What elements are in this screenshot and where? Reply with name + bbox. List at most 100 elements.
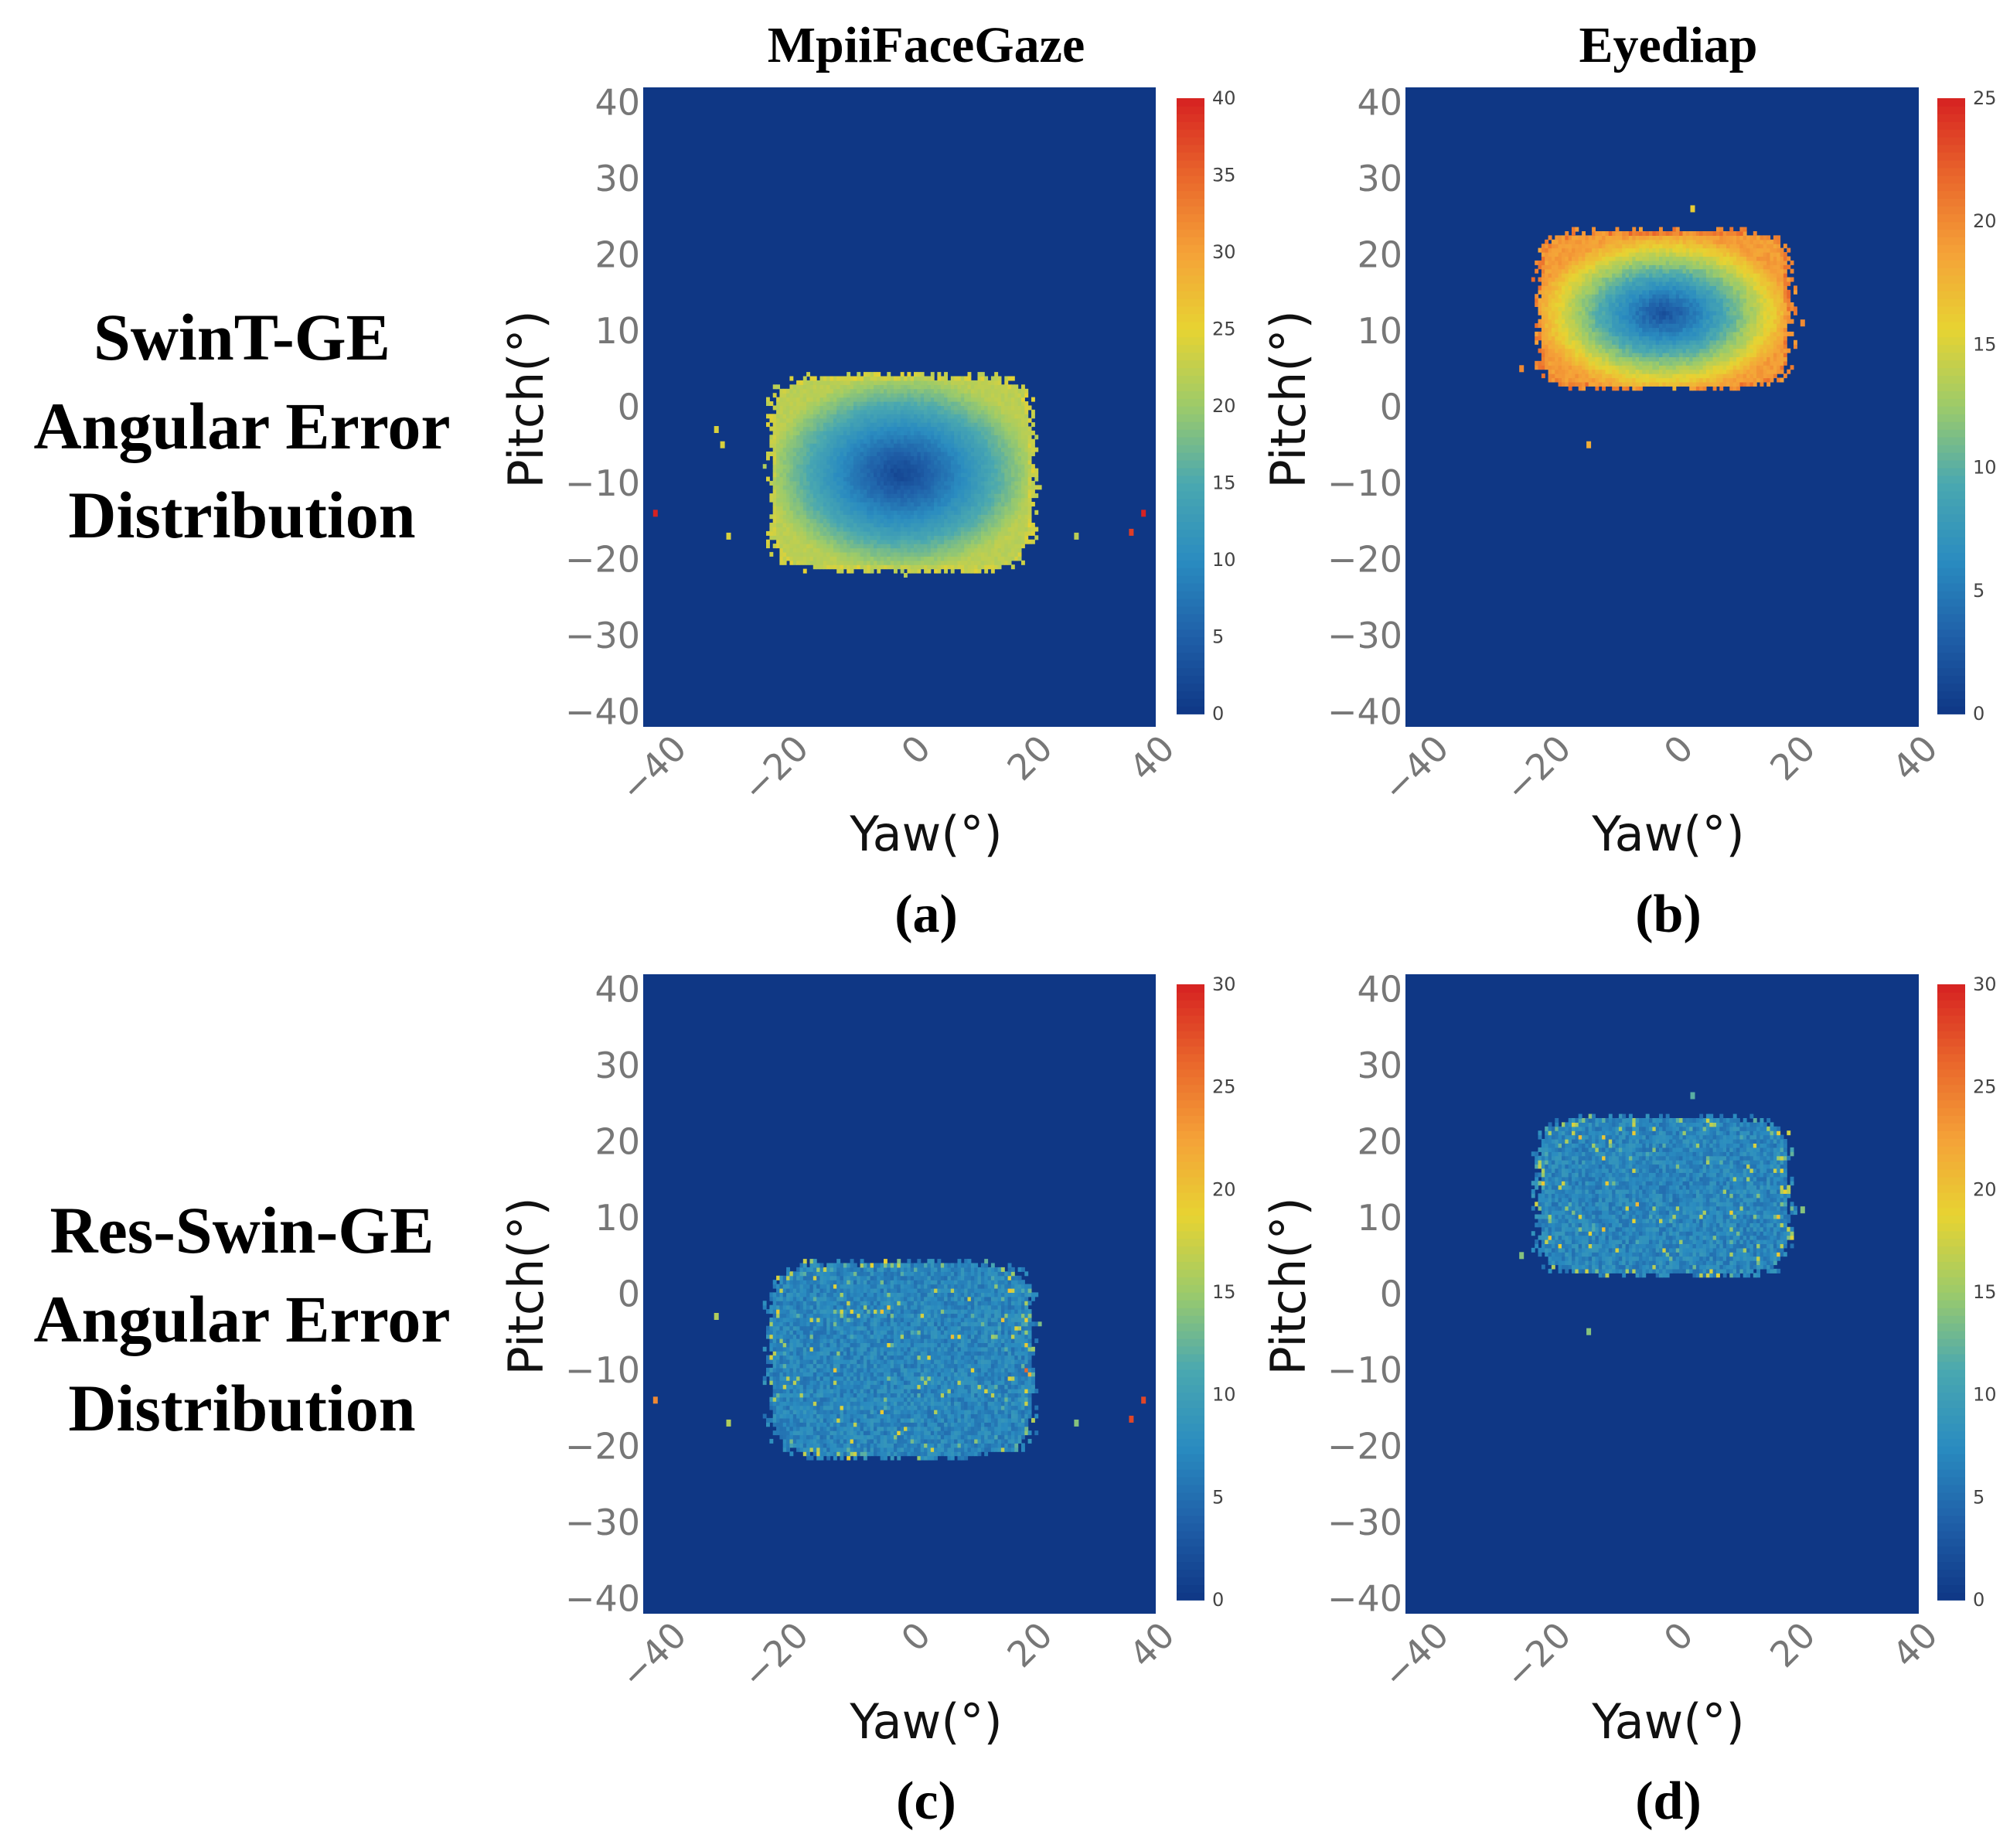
heatmap-cell xyxy=(1602,323,1606,329)
heatmap-cell xyxy=(987,435,992,440)
heatmap-cell xyxy=(792,422,797,428)
heatmap-cell xyxy=(987,530,992,536)
heatmap-cell xyxy=(880,376,884,381)
heatmap-cell xyxy=(960,506,965,511)
heatmap-cell xyxy=(894,376,898,381)
heatmap-cell xyxy=(917,510,922,515)
colorbar-segment xyxy=(1177,267,1204,276)
heatmap-cell xyxy=(1665,344,1670,349)
heatmap-cell xyxy=(930,443,935,448)
heatmap-cell xyxy=(1645,365,1650,370)
heatmap-cell xyxy=(954,435,958,440)
heatmap-cell xyxy=(806,476,810,482)
heatmap-cell xyxy=(792,447,797,452)
heatmap-cell xyxy=(947,514,952,520)
heatmap-cell xyxy=(850,447,854,452)
heatmap-cell xyxy=(1558,348,1562,353)
heatmap-cell xyxy=(1578,360,1582,366)
heatmap-cell xyxy=(870,388,874,394)
heatmap-cell xyxy=(1010,443,1015,448)
heatmap-cell xyxy=(924,405,928,411)
heatmap-cell xyxy=(924,476,928,482)
heatmap-cell xyxy=(994,514,999,520)
heatmap-cell xyxy=(1585,327,1589,332)
heatmap-cell xyxy=(907,464,911,469)
heatmap-cell xyxy=(950,493,955,499)
heatmap-cell xyxy=(1635,323,1640,329)
heatmap-cell xyxy=(823,414,827,419)
colorbar-tick-label: 30 xyxy=(1212,241,1236,263)
heatmap-cell xyxy=(857,384,861,390)
heatmap-cell xyxy=(1027,510,1032,515)
heatmap-cell xyxy=(1672,365,1677,370)
heatmap-cell xyxy=(964,551,969,557)
heatmap-cell xyxy=(843,393,847,398)
heatmap-cell xyxy=(806,547,810,553)
heatmap-cell xyxy=(964,527,969,532)
heatmap-cell xyxy=(940,376,945,381)
heatmap-cell xyxy=(990,409,995,414)
heatmap-cell xyxy=(884,409,887,414)
heatmap-cell xyxy=(977,443,982,448)
heatmap-cell xyxy=(1777,369,1781,374)
heatmap-cell xyxy=(802,539,807,544)
heatmap-cell xyxy=(1575,336,1579,341)
heatmap-cell xyxy=(1760,369,1764,374)
heatmap-cell xyxy=(1655,327,1660,332)
heatmap-cell xyxy=(1545,353,1549,357)
heatmap-cell xyxy=(1031,422,1035,428)
heatmap-cell xyxy=(944,556,948,561)
heatmap-cell xyxy=(917,535,922,540)
heatmap-cell xyxy=(809,480,814,486)
heatmap-cell xyxy=(914,409,918,414)
heatmap-cell xyxy=(1756,315,1760,320)
heatmap-cell xyxy=(830,430,834,435)
heatmap-cell xyxy=(1618,377,1623,383)
heatmap-cell xyxy=(1655,373,1660,379)
heatmap-cell xyxy=(769,493,774,499)
heatmap-cell xyxy=(1541,315,1545,320)
heatmap-cell xyxy=(1632,353,1637,357)
heatmap-cell xyxy=(1027,530,1032,536)
heatmap-cell xyxy=(779,414,784,419)
heatmap-cell xyxy=(1622,336,1627,341)
heatmap-cell xyxy=(1659,315,1663,320)
heatmap-cell xyxy=(1541,348,1545,353)
heatmap-cell xyxy=(974,401,979,406)
heatmap-cell xyxy=(904,422,908,428)
heatmap-cell xyxy=(1618,331,1623,336)
heatmap-cell xyxy=(1736,336,1740,341)
heatmap-cell xyxy=(863,564,867,570)
heatmap-cell xyxy=(1007,452,1012,456)
heatmap-cell xyxy=(870,397,874,402)
heatmap-cell xyxy=(934,547,938,553)
heatmap-cell xyxy=(1010,418,1015,423)
heatmap-cell xyxy=(1766,339,1771,345)
heatmap-cell xyxy=(830,435,834,440)
heatmap-cell xyxy=(910,547,915,553)
heatmap-cell xyxy=(1632,381,1637,387)
heatmap-cell xyxy=(1712,310,1717,315)
heatmap-cell xyxy=(1027,405,1032,411)
heatmap-cell xyxy=(870,527,874,532)
heatmap-cell xyxy=(850,443,854,448)
heatmap-cell xyxy=(974,497,979,503)
heatmap-cell xyxy=(1729,386,1734,391)
y-tick-label: −40 xyxy=(565,690,640,732)
heatmap-cell xyxy=(927,551,932,557)
heatmap-cell xyxy=(917,418,922,423)
heatmap-cell xyxy=(809,476,814,482)
heatmap-cell xyxy=(1763,336,1767,341)
heatmap-cell xyxy=(1739,356,1744,362)
heatmap-cell xyxy=(1024,493,1029,499)
heatmap-cell xyxy=(1000,397,1005,402)
heatmap-cell xyxy=(987,476,992,482)
heatmap-cell xyxy=(867,430,871,435)
heatmap-cell xyxy=(1598,327,1603,332)
heatmap-cell xyxy=(1024,430,1029,435)
heatmap-cell xyxy=(920,376,925,381)
heatmap-cell xyxy=(890,502,894,506)
heatmap-cell xyxy=(1760,377,1764,383)
heatmap-cell xyxy=(813,489,817,494)
heatmap-cell xyxy=(816,380,821,385)
